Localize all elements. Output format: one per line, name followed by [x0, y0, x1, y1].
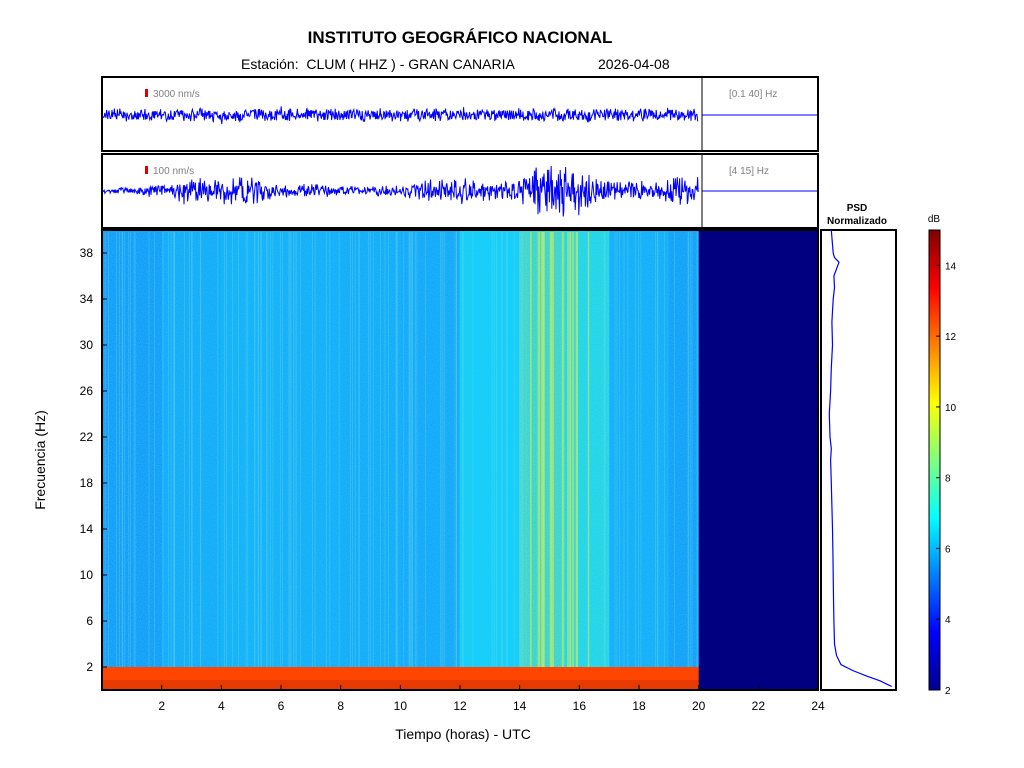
colorbar-unit: dB [928, 214, 941, 225]
seismogram-2-trace [102, 165, 699, 217]
colorbar-ticks: 2 4 6 8 10 12 14 [936, 261, 957, 697]
psd-line [828, 229, 892, 688]
x-tick-label: 4 [218, 699, 225, 713]
seismogram-1-trace [102, 106, 699, 125]
station-subtitle: Estación: CLUM ( HHZ ) - GRAN CANARIA [241, 56, 515, 72]
seismogram-1-scale-label: 3000 nm/s [153, 89, 200, 100]
y-tick-label: 30 [80, 338, 94, 352]
psd-subtitle: Normalizado [827, 216, 887, 227]
colorbar-tick-label: 4 [945, 615, 951, 626]
colorbar-tick-label: 10 [945, 403, 957, 414]
psd-frame [820, 229, 897, 691]
colorbar-gradient [928, 229, 941, 691]
colorbar-tick-label: 6 [945, 544, 951, 555]
x-tick-label: 22 [752, 699, 766, 713]
colorbar-tick-label: 12 [945, 332, 957, 343]
colorbar-tick-label: 8 [945, 474, 951, 485]
seismogram-2-scale-label: 100 nm/s [153, 166, 194, 177]
spectrogram-panel: 2 4 6 8 10 12 14 16 18 20 22 24 261014182226303438 … [32, 229, 825, 742]
colorbar-tick-label: 14 [945, 261, 957, 272]
x-tick-label: 6 [278, 699, 285, 713]
colorbar: dB 2 4 6 8 10 12 14 [928, 214, 957, 697]
colorbar-tick-label: 2 [945, 686, 951, 697]
y-tick-label: 2 [86, 660, 93, 674]
x-tick-label: 24 [811, 699, 825, 713]
seismogram-broadband-panel: 3000 nm/s [0.1 40] Hz [101, 76, 819, 152]
seismogram-filtered-panel: 100 nm/s [4 15] Hz [101, 153, 819, 229]
y-tick-label: 14 [80, 522, 94, 536]
x-tick-label: 18 [632, 699, 646, 713]
x-axis-label: Tiempo (horas) - UTC [395, 726, 531, 742]
x-tick-label: 20 [692, 699, 706, 713]
x-tick-label: 12 [453, 699, 467, 713]
y-tick-label: 34 [80, 292, 94, 306]
chart-title: INSTITUTO GEOGRÁFICO NACIONAL [307, 28, 613, 47]
x-tick-label: 14 [513, 699, 527, 713]
y-tick-label: 22 [80, 430, 94, 444]
x-tick-label: 16 [573, 699, 587, 713]
y-tick-label: 38 [80, 246, 94, 260]
seismogram-1-scale-bar [145, 89, 148, 97]
x-axis-ticks: 2 4 6 8 10 12 14 16 18 20 22 24 [158, 685, 825, 713]
spectrogram-noise [102, 230, 702, 690]
y-tick-label: 6 [86, 614, 93, 628]
psd-title: PSD [847, 203, 868, 214]
psd-panel: PSD Normalizado [820, 203, 897, 691]
spectrogram-low-frequency-core [102, 680, 702, 690]
spectrogram-vertical-lines [104, 232, 699, 667]
seismogram-2-band-label: [4 15] Hz [729, 166, 769, 177]
y-axis-label: Frecuencia (Hz) [32, 410, 48, 510]
x-tick-label: 8 [337, 699, 344, 713]
date-label: 2026-04-08 [598, 56, 670, 72]
seismogram-1-band-label: [0.1 40] Hz [729, 89, 777, 100]
y-tick-label: 18 [80, 476, 94, 490]
spectrogram-no-data-region [698, 230, 818, 690]
seismogram-2-scale-bar [145, 166, 148, 174]
x-tick-label: 2 [158, 699, 165, 713]
y-tick-label: 26 [80, 384, 94, 398]
y-tick-label: 10 [80, 568, 94, 582]
x-tick-label: 10 [394, 699, 408, 713]
